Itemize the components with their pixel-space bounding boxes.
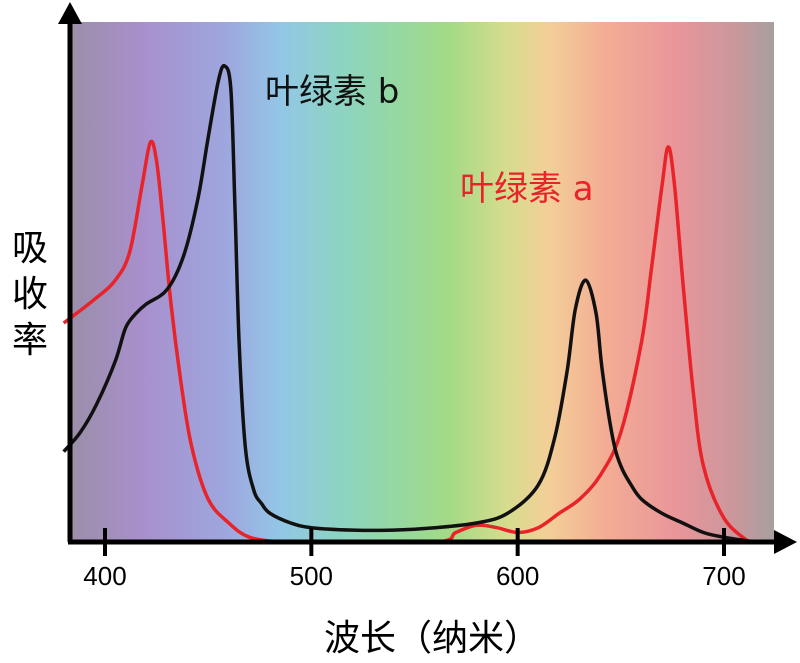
x-tick-label-700: 700 bbox=[702, 561, 745, 591]
y-axis-label: 吸收率 bbox=[12, 228, 48, 361]
series-line-chlorophyll-a bbox=[62, 139, 751, 545]
series-line-chlorophyll-b bbox=[62, 63, 756, 544]
series-label-chlorophyll-a: 叶绿素 a bbox=[460, 169, 594, 209]
x-tick-layer: 400 500 600 700 bbox=[83, 528, 746, 591]
x-axis-label: 波长（纳米） bbox=[324, 618, 540, 659]
spectrum-background bbox=[70, 22, 774, 542]
x-tick-label-600: 600 bbox=[496, 561, 539, 591]
y-axis-arrowhead bbox=[58, 2, 82, 24]
x-axis-arrowhead bbox=[774, 530, 797, 554]
svg-text:吸收率: 吸收率 bbox=[12, 228, 48, 361]
series-layer bbox=[62, 63, 756, 545]
x-tick-label-500: 500 bbox=[290, 561, 333, 591]
series-label-chlorophyll-b: 叶绿素 b bbox=[265, 72, 399, 112]
x-tick-label-400: 400 bbox=[83, 561, 126, 591]
